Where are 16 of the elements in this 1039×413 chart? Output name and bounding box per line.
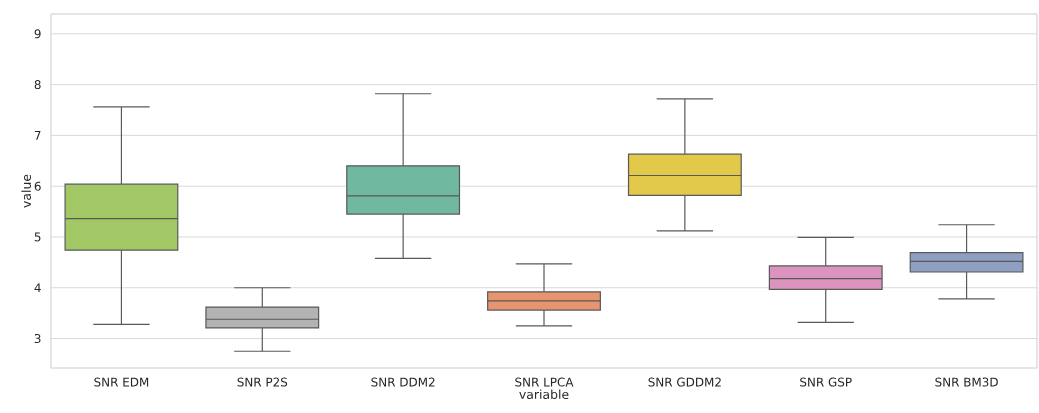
x-tick-label: SNR GDDM2 bbox=[648, 377, 721, 387]
x-tick-label: SNR EDM bbox=[94, 377, 149, 387]
y-tick-label: 9 bbox=[34, 29, 41, 39]
x-tick-label: SNR GSP bbox=[800, 377, 852, 387]
y-tick-label: 6 bbox=[34, 181, 41, 191]
y-tick-label: 5 bbox=[34, 232, 41, 242]
x-axis-title: variable bbox=[519, 389, 569, 400]
x-tick-label: SNR LPCA bbox=[515, 377, 574, 387]
y-tick-label: 3 bbox=[34, 334, 41, 344]
x-tick-label: SNR DDM2 bbox=[371, 377, 435, 387]
y-tick-label: 4 bbox=[34, 283, 41, 293]
y-tick-label: 8 bbox=[34, 80, 41, 90]
y-axis-title: value bbox=[21, 174, 32, 208]
x-tick-label: SNR BM3D bbox=[935, 377, 998, 387]
y-tick-label: 7 bbox=[34, 131, 41, 140]
x-tick-label: SNR P2S bbox=[237, 377, 288, 387]
